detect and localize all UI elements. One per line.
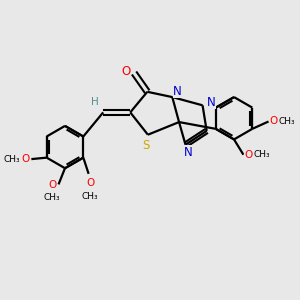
Text: H: H <box>91 97 99 107</box>
Text: CH₃: CH₃ <box>82 192 98 201</box>
Text: O: O <box>21 154 30 164</box>
Text: O: O <box>270 116 278 127</box>
Text: N: N <box>173 85 182 98</box>
Text: N: N <box>184 146 193 159</box>
Text: CH₃: CH₃ <box>44 193 60 202</box>
Text: O: O <box>121 65 130 78</box>
Text: O: O <box>48 180 56 190</box>
Text: N: N <box>206 96 215 109</box>
Text: CH₃: CH₃ <box>253 150 270 159</box>
Text: CH₃: CH₃ <box>4 154 21 164</box>
Text: CH₃: CH₃ <box>278 117 295 126</box>
Text: S: S <box>143 139 150 152</box>
Text: O: O <box>244 150 253 160</box>
Text: O: O <box>86 178 94 188</box>
